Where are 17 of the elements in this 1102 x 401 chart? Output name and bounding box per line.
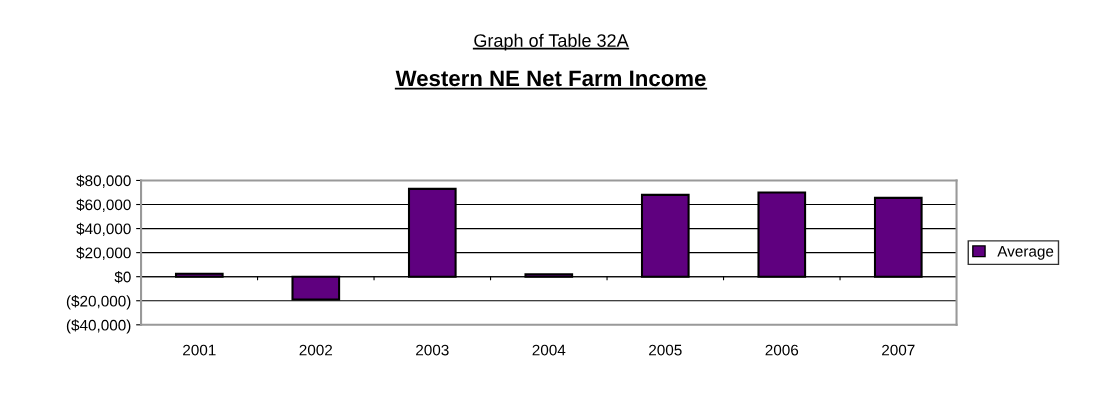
- x-tick-label: 2007: [882, 344, 915, 356]
- x-tick-label: 2003: [416, 344, 449, 356]
- x-tick-label: 2005: [649, 344, 682, 356]
- y-tick-label: $0: [114, 270, 131, 284]
- x-tick-label: 2006: [765, 344, 799, 356]
- legend-label: Average: [997, 246, 1054, 260]
- y-tick-label: ($20,000): [66, 295, 131, 310]
- y-tick-label: $40,000: [76, 222, 131, 237]
- y-tick-label: $60,000: [76, 198, 131, 212]
- x-tick-label: 2002: [299, 344, 333, 356]
- chart-title: Western NE Net Farm Income: [395, 70, 706, 87]
- chart-subtitle: Graph of Table 32A: [474, 33, 629, 51]
- y-tick-label: $80,000: [76, 174, 131, 188]
- y-tick-label: $20,000: [76, 246, 131, 261]
- y-tick-label: ($40,000): [66, 319, 131, 334]
- x-tick-label: 2004: [532, 344, 566, 356]
- x-tick-label: 2001: [183, 344, 216, 356]
